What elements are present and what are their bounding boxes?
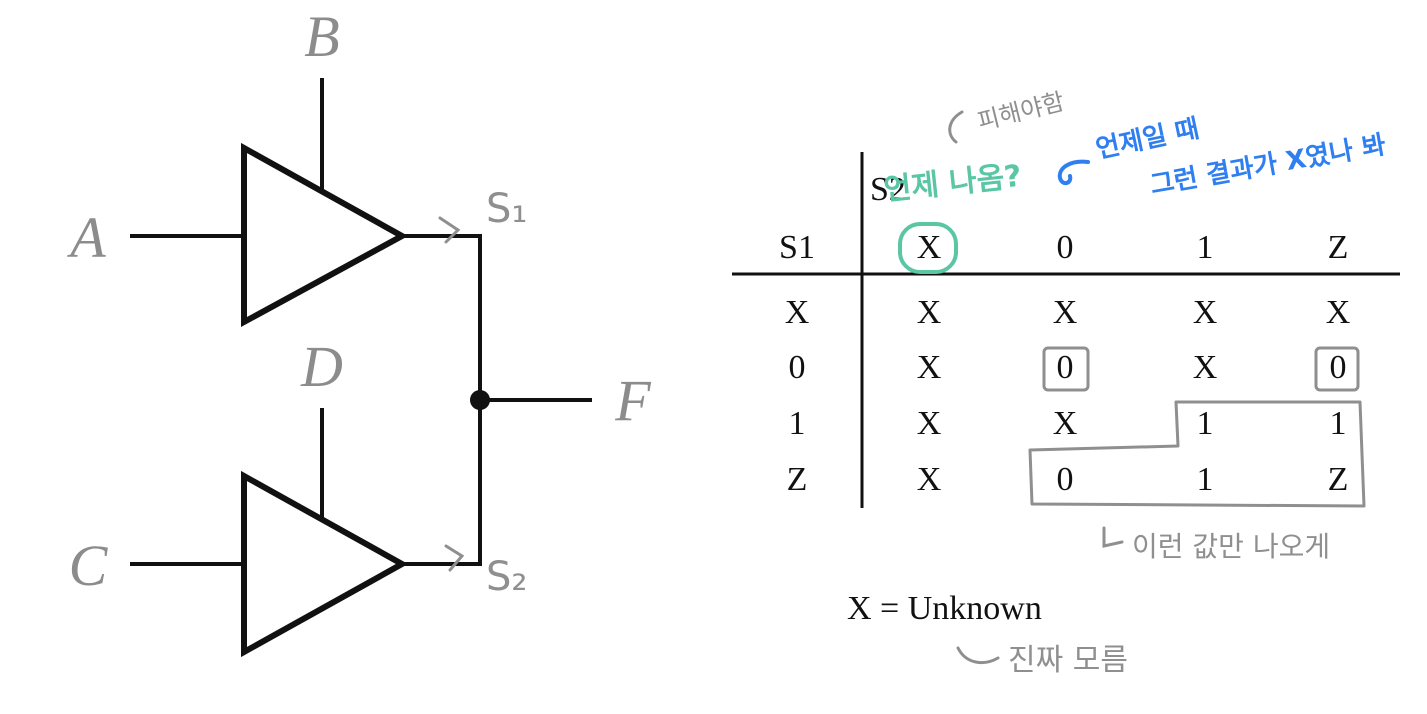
- label-a: A: [66, 205, 106, 270]
- row-labels: X 0 1 Z: [785, 294, 810, 498]
- row-label: X: [785, 294, 810, 331]
- table-cell: X: [917, 294, 942, 331]
- table-cell: 1: [1197, 405, 1214, 442]
- table-cell: X: [917, 349, 942, 386]
- table-cells: X X X XX 0 X 0X X 1 1X 0 1 Z: [917, 294, 1351, 498]
- label-b: B: [304, 4, 339, 69]
- column-label: Z: [1328, 229, 1349, 266]
- note-unknown: 진짜 모름: [1008, 643, 1128, 678]
- explain-arrow: [1057, 159, 1090, 185]
- row-label: 0: [789, 349, 806, 386]
- row-label: Z: [787, 461, 808, 498]
- table-cell: X: [917, 461, 942, 498]
- table-cell: X: [917, 405, 942, 442]
- teal-circle-highlight: [898, 222, 958, 274]
- s1-label: S₁: [486, 186, 527, 232]
- table-cell: X: [1053, 405, 1078, 442]
- s1-mark: [438, 216, 461, 244]
- note-avoid: 피해야함: [975, 87, 1067, 136]
- note-values: 이런 값만 나오게: [1132, 530, 1330, 563]
- column-label: 0: [1057, 229, 1074, 266]
- legend-text: X = Unknown: [847, 590, 1042, 627]
- box-zero-right: [1314, 346, 1360, 392]
- table-cell: X: [1053, 294, 1078, 331]
- circuit: B A D F C S₁ S₂: [66, 4, 651, 658]
- note-explain-line1: 언제일 때: [1093, 114, 1202, 165]
- column-label: 1: [1197, 229, 1214, 266]
- table-cell: 1: [1197, 461, 1214, 498]
- values-arrow: [1102, 526, 1124, 548]
- unknown-arrow: [956, 646, 1000, 665]
- box-zero-left: [1042, 346, 1090, 392]
- s2-label: S₂: [486, 554, 527, 600]
- table-cell: X: [1193, 294, 1218, 331]
- junction-dot: [470, 390, 490, 410]
- column-labels: X 0 1 Z: [917, 229, 1349, 266]
- row-header: S1: [779, 229, 815, 266]
- col-header: S2: [870, 171, 906, 208]
- label-d: D: [300, 334, 343, 399]
- table-cell: 0: [1057, 349, 1074, 386]
- table-cell: 0: [1330, 349, 1347, 386]
- avoid-arrow: [948, 110, 964, 144]
- table-cell: 1: [1330, 405, 1347, 442]
- label-c: C: [69, 533, 109, 598]
- note-when: 언제 나옴?: [882, 159, 1023, 208]
- table-cell: X: [1326, 294, 1351, 331]
- defined-values-outline: [1028, 400, 1366, 508]
- s2-mark: [444, 544, 465, 572]
- table-cell: Z: [1328, 461, 1349, 498]
- label-f: F: [614, 368, 651, 433]
- row-label: 1: [789, 405, 806, 442]
- table-cell: X: [1193, 349, 1218, 386]
- table-cell: 0: [1057, 461, 1074, 498]
- column-label: X: [917, 229, 942, 266]
